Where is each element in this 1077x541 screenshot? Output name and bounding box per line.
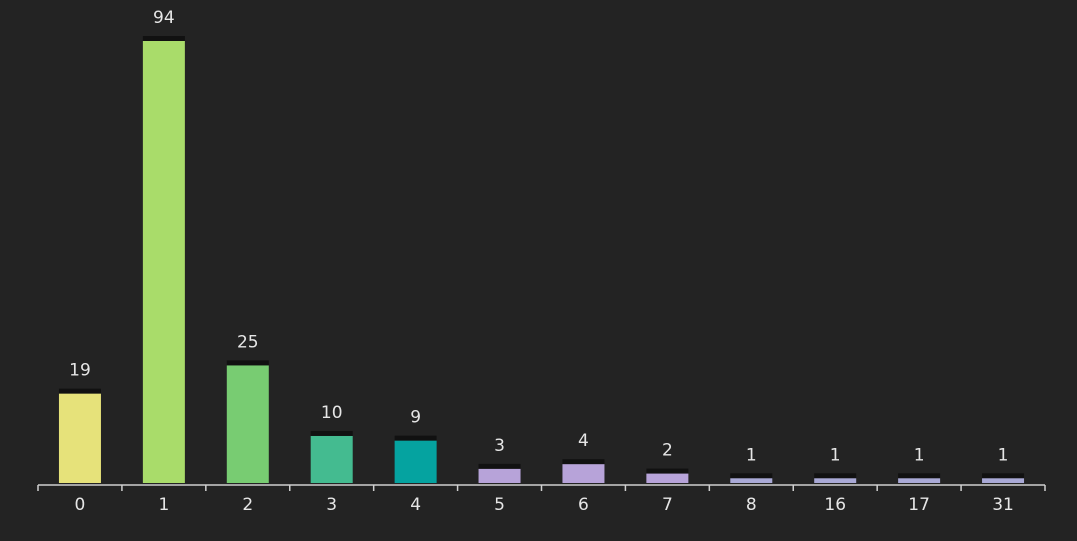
x-tick-label: 6 [578,495,589,515]
x-tick-label: 5 [494,495,505,515]
bar-cap [646,468,689,474]
value-label: 25 [237,332,259,352]
bar [394,440,437,483]
value-label: 19 [69,361,91,381]
x-tick-label: 31 [992,495,1014,515]
value-label: 3 [494,436,505,456]
bar [982,478,1025,483]
bar-cap [478,463,521,469]
x-tick-label: 16 [824,495,846,515]
x-tick-label: 17 [908,495,930,515]
bar [478,468,521,483]
x-tick-label: 8 [746,495,757,515]
bar-cap [394,435,437,441]
bar [646,473,689,483]
value-label: 2 [662,441,673,461]
value-label: 1 [998,445,1009,465]
bar [898,478,941,483]
bar-cap [982,473,1025,479]
bar-cap [730,473,773,479]
bar-cap [898,473,941,479]
bar-cap [310,430,353,436]
x-tick-label: 3 [326,495,337,515]
bar-cap [142,36,185,41]
bar-cap [226,360,269,366]
value-label: 94 [153,8,175,28]
value-label: 9 [410,408,421,428]
x-tick-label: 0 [75,495,86,515]
value-label: 1 [746,445,757,465]
bar [730,478,773,483]
bar [814,478,857,483]
bar-cap [814,473,857,479]
x-tick-label: 1 [158,495,169,515]
bar [226,365,269,483]
value-label: 1 [914,445,925,465]
x-tick-label: 4 [410,495,421,515]
bar-cap [58,388,101,394]
bar-cap [562,459,605,465]
bar [142,41,185,483]
value-label: 4 [578,431,589,451]
value-label: 10 [321,403,343,423]
bar [310,435,353,483]
x-tick-label: 7 [662,495,673,515]
bar [562,464,605,483]
bar [58,393,101,483]
x-tick-label: 2 [242,495,253,515]
value-label: 1 [830,445,841,465]
